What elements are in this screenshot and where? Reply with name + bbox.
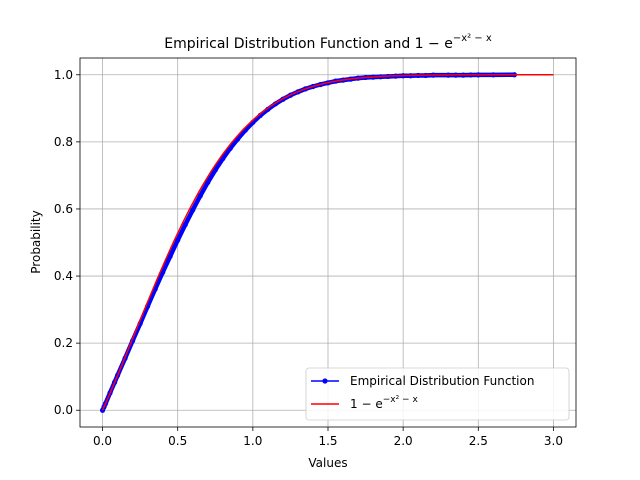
ecdf-point — [205, 179, 211, 186]
ecdf-point — [190, 207, 196, 213]
ecdf-point — [197, 193, 203, 199]
y-tick-label: 0.8 — [54, 135, 73, 149]
x-tick-label: 2.5 — [469, 434, 488, 448]
legend-ecdf-marker — [322, 378, 328, 384]
legend-ecdf-label: Empirical Distribution Function — [350, 374, 534, 388]
ecdf-point — [175, 237, 181, 243]
theoretical-cdf-line — [101, 74, 554, 411]
y-tick-label: 1.0 — [54, 68, 73, 82]
chart-title: Empirical Distribution Function and 1 − … — [164, 33, 492, 52]
y-axis-label: Probability — [29, 210, 43, 273]
legend: Empirical Distribution Function 1 − e−x²… — [305, 367, 570, 421]
x-tick-label: 1.5 — [318, 434, 337, 448]
y-tick-label: 0.6 — [54, 202, 73, 216]
x-tick-label: 2.0 — [394, 434, 413, 448]
legend-function-label: 1 − e−x² − x — [350, 395, 418, 411]
ecdf-point — [167, 253, 173, 259]
x-tick-label: 0.0 — [93, 434, 112, 448]
ecdf-line — [100, 72, 515, 412]
y-tick-label: 0.2 — [54, 336, 73, 350]
x-tick-label: 3.0 — [544, 434, 563, 448]
y-axis: 0.0 0.2 0.4 0.6 0.8 1.0 — [54, 68, 80, 417]
x-axis-label: Values — [308, 456, 347, 470]
y-tick-label: 0.4 — [54, 269, 73, 283]
x-tick-label: 1.0 — [243, 434, 262, 448]
ecdf-point — [220, 156, 226, 162]
plot-area — [99, 72, 554, 413]
y-tick-label: 0.0 — [54, 403, 73, 417]
ecdf-point — [182, 222, 188, 228]
ecdf-point — [212, 167, 218, 173]
x-axis: 0.0 0.5 1.0 1.5 2.0 2.5 3.0 — [93, 427, 563, 448]
legend-box — [305, 367, 570, 421]
x-tick-label: 0.5 — [168, 434, 187, 448]
